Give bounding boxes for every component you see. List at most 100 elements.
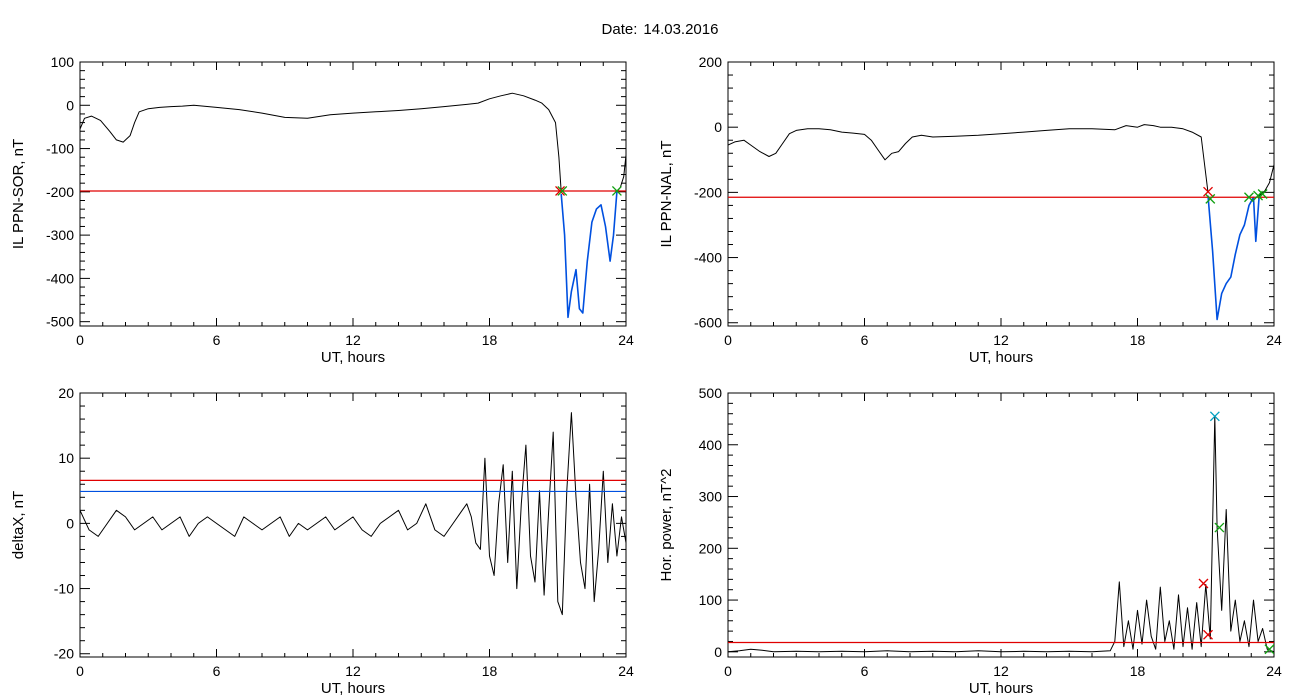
y-axis-label: IL PPN-SOR, nT	[10, 139, 27, 249]
series-line-1	[728, 415, 1274, 653]
chart-panel-3: 0 6 12 18 24 20 10 0 -10 -20 UT, hours deltaX, nT	[10, 385, 634, 697]
chart-panel-4: 0 6 12 18 24 500 400 300 200 100 0 UT, hours Hor. po…	[658, 385, 1282, 697]
event-marker-2	[1205, 193, 1216, 204]
event-marker-2	[1214, 522, 1225, 533]
y-tick-label: 100	[699, 592, 723, 608]
x-tick-label: 0	[724, 663, 732, 679]
y-tick-label: 500	[699, 385, 723, 401]
event-marker-2	[557, 186, 568, 196]
y-tick-label: 20	[58, 385, 74, 401]
x-tick-label: 6	[213, 332, 221, 348]
plot-frame	[727, 61, 1275, 327]
x-tick-label: 0	[724, 332, 732, 348]
event-marker-stroke	[1198, 578, 1209, 589]
event-marker-stroke	[1257, 189, 1268, 199]
y-tick-label: -400	[46, 270, 74, 286]
x-tick-label: 12	[345, 332, 361, 348]
y-tick-label: 0	[714, 119, 722, 135]
y-tick-label: 0	[714, 644, 722, 660]
y-tick-label: -200	[694, 184, 722, 200]
data-layer	[80, 412, 626, 616]
y-axis-label: IL PPN-NAL, nT	[658, 141, 675, 248]
event-marker-1	[555, 186, 565, 196]
event-marker-4	[1203, 629, 1213, 640]
chart-panel-2: 0 6 12 18 24 200 0 -200 -400 -600 UT, hours IL PPN-…	[658, 54, 1282, 366]
event-marker-3	[1198, 578, 1209, 589]
x-axis-label: UT, hours	[969, 680, 1033, 697]
series-line-2	[560, 191, 618, 319]
x-tick-label: 12	[345, 663, 361, 679]
plot-frame	[727, 392, 1275, 658]
x-tick-label: 6	[861, 663, 869, 679]
x-tick-label: 24	[618, 332, 634, 348]
event-marker-stroke	[1205, 193, 1216, 204]
event-marker-stroke	[1203, 629, 1213, 640]
x-tick-label: 18	[482, 332, 498, 348]
plot-frame	[79, 392, 627, 658]
y-axis-label: deltaX, nT	[10, 491, 27, 559]
y-tick-label: -400	[694, 250, 722, 266]
data-layer	[728, 411, 1274, 655]
data-layer	[728, 124, 1274, 321]
date-label: Date:	[602, 21, 638, 38]
event-marker-stroke	[1209, 411, 1220, 422]
x-axis-label: UT, hours	[321, 349, 385, 366]
x-axis-label: UT, hours	[969, 349, 1033, 366]
x-tick-label: 18	[1130, 332, 1146, 348]
x-axis-label: UT, hours	[321, 680, 385, 697]
x-tick-label: 24	[1266, 332, 1282, 348]
event-marker-stroke	[557, 186, 568, 196]
series-line-2	[1207, 195, 1260, 321]
y-axis-label: Hor. power, nT^2	[658, 469, 675, 582]
event-marker-1	[1203, 186, 1213, 197]
event-marker-5	[1257, 189, 1268, 199]
series-line-1	[80, 412, 626, 616]
x-tick-label: 24	[618, 663, 634, 679]
y-tick-label: -200	[46, 184, 74, 200]
event-marker-3	[1244, 192, 1254, 203]
plot-frame	[79, 61, 627, 327]
y-tick-label: -600	[694, 315, 722, 331]
date-value: 14.03.2016	[643, 21, 718, 38]
x-tick-label: 0	[76, 332, 84, 348]
event-marker-stroke	[555, 186, 565, 196]
event-marker-5	[1264, 644, 1274, 655]
event-marker-stroke	[1244, 192, 1254, 203]
data-layer	[80, 92, 626, 319]
figure-date-title: Date: 14.03.2016	[602, 21, 719, 38]
series-line-3	[1258, 164, 1274, 196]
y-tick-label: 300	[699, 489, 723, 505]
x-tick-label: 12	[993, 663, 1009, 679]
event-marker-stroke	[1214, 522, 1225, 533]
event-marker-1	[1209, 411, 1220, 422]
y-tick-label: -100	[46, 141, 74, 157]
y-tick-label: 10	[58, 450, 74, 466]
x-tick-label: 12	[993, 332, 1009, 348]
series-line-1	[728, 124, 1209, 193]
y-tick-label: 200	[699, 54, 723, 70]
event-marker-3	[611, 186, 622, 196]
x-tick-label: 18	[1130, 663, 1146, 679]
y-tick-label: -500	[46, 314, 74, 330]
series-line-1	[80, 92, 562, 192]
y-tick-label: -20	[54, 646, 74, 662]
x-tick-label: 6	[861, 332, 869, 348]
x-tick-label: 6	[213, 663, 221, 679]
event-marker-stroke	[1264, 644, 1274, 655]
y-tick-label: 100	[51, 54, 75, 70]
series-line-3	[616, 154, 626, 193]
y-tick-label: 400	[699, 437, 723, 453]
y-tick-label: 0	[66, 97, 74, 113]
x-tick-label: 18	[482, 663, 498, 679]
event-marker-stroke	[611, 186, 622, 196]
y-tick-label: -10	[54, 581, 74, 597]
x-tick-label: 0	[76, 663, 84, 679]
event-marker-stroke	[1203, 186, 1213, 197]
y-tick-label: 200	[699, 540, 723, 556]
y-tick-label: -300	[46, 227, 74, 243]
x-tick-label: 24	[1266, 663, 1282, 679]
y-tick-label: 0	[66, 515, 74, 531]
chart-panel-1: 0 6 12 18 24 100 0 -100 -200 -300 -400 -500 UT, hour…	[10, 54, 634, 366]
